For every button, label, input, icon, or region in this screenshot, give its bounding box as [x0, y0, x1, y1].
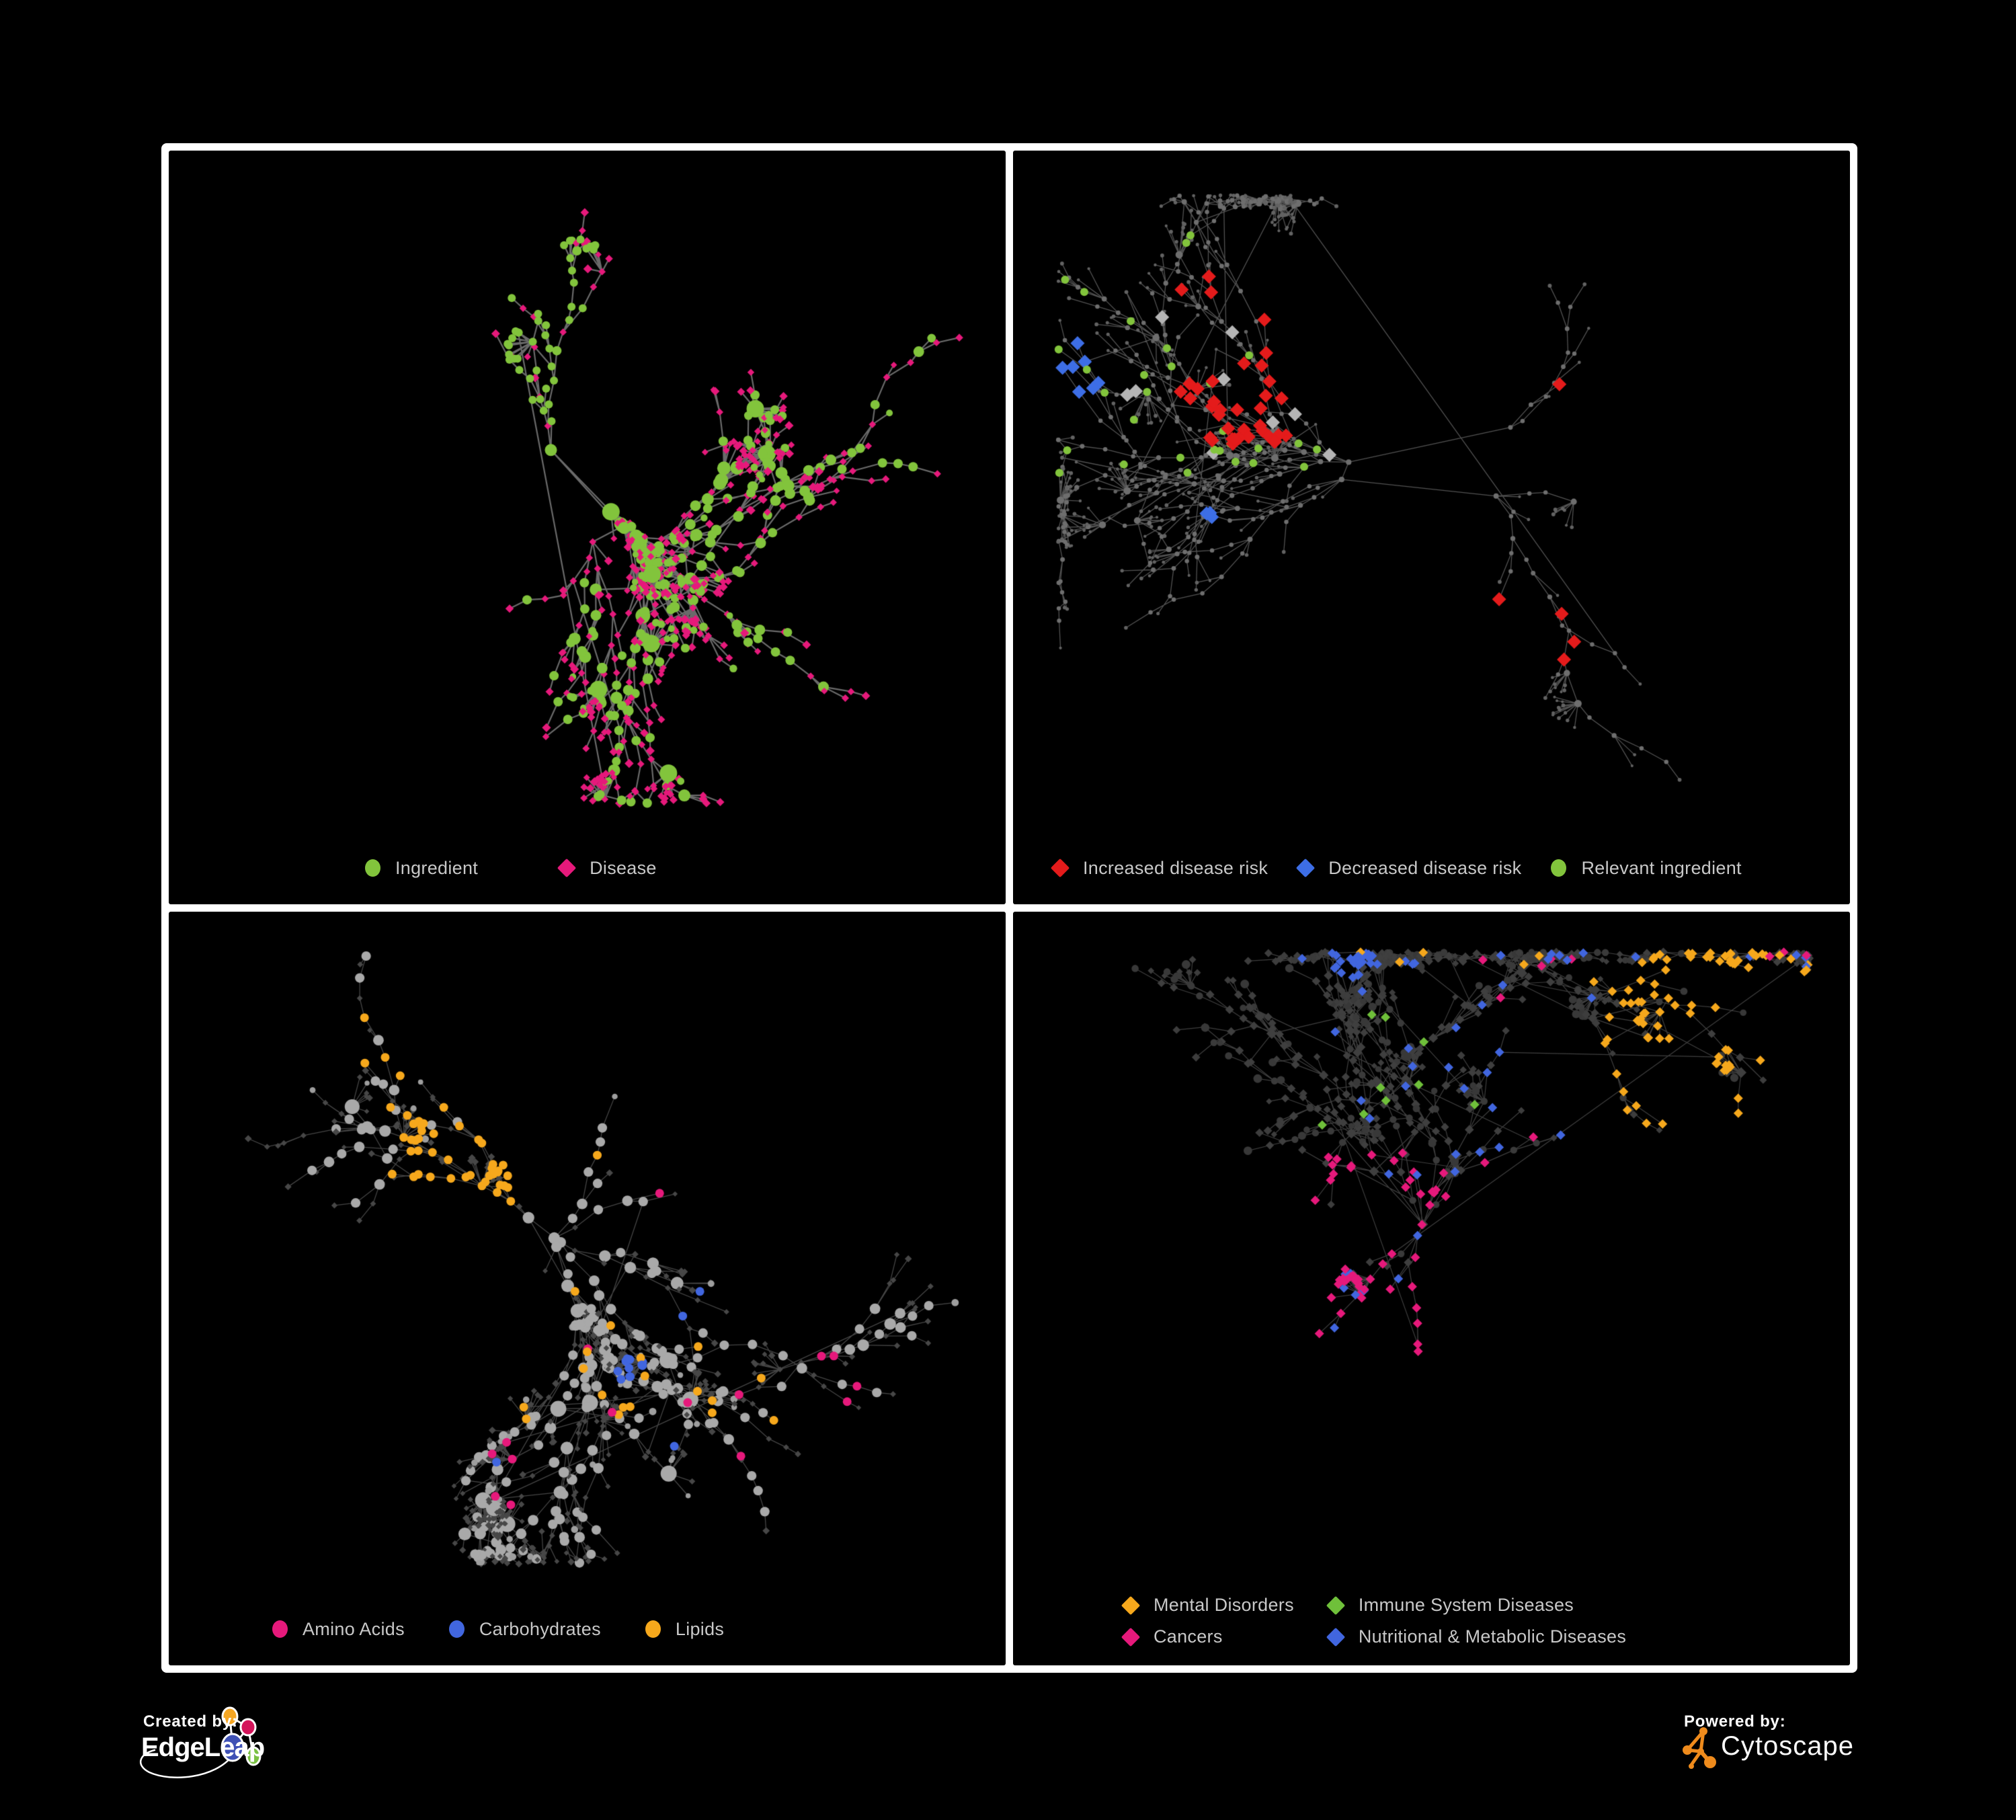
edgeleap-node-orange: [221, 1706, 239, 1727]
edgeleap-logo-icon: [139, 1706, 261, 1778]
legend-item-increased-risk: Increased disease risk: [1050, 857, 1268, 879]
cancers-diamond-glyph: [1121, 1627, 1141, 1647]
edgeleap-node-pink: [239, 1718, 257, 1737]
edgeleap-node-blue: [220, 1733, 245, 1762]
created-by-block: Created by: EdgeLeap: [134, 1703, 356, 1801]
legend-label: Ingredient: [395, 857, 479, 878]
legend-label: Increased disease risk: [1083, 857, 1268, 878]
edgeleap-node-green: [245, 1746, 261, 1766]
ingredient-disease-network-canvas: [169, 151, 1006, 904]
legend-item-nutritional-metabolic-diseases: Nutritional & Metabolic Diseases: [1326, 1626, 1627, 1647]
nutritional-metabolic-diseases-diamond-glyph: [1326, 1627, 1346, 1647]
nutrient-class-network-canvas: [169, 912, 1006, 1665]
powered-by-block: Powered by: Cytoscape: [1667, 1703, 1869, 1784]
legend-item-mental-disorders: Mental Disorders: [1121, 1595, 1294, 1616]
disease-risk-network-canvas: [1013, 151, 1850, 904]
carbohydrates-circle-glyph: [448, 1620, 465, 1638]
panel-ingredient-disease-network: Ingredient Disease: [169, 151, 1006, 904]
legend-item-amino-acids: Amino Acids: [272, 1619, 405, 1640]
disease-class-legend: Mental Disorders Immune System Diseases …: [1121, 1595, 1627, 1647]
edgeleap-wordmark: EdgeLeap: [141, 1733, 265, 1762]
created-by-label: Created by:: [143, 1712, 238, 1731]
legend-item-ingredient: Ingredient: [365, 858, 478, 879]
powered-by-label: Powered by:: [1684, 1712, 1786, 1731]
legend-label: Immune System Diseases: [1358, 1595, 1574, 1615]
legend-item-disease: Disease: [557, 857, 657, 879]
amino-acids-circle-glyph: [272, 1620, 288, 1638]
legend-label: Amino Acids: [303, 1618, 405, 1639]
ingredient-disease-legend: Ingredient Disease: [365, 857, 657, 879]
mental-disorders-diamond-glyph: [1121, 1595, 1141, 1615]
immune-system-diseases-diamond-glyph: [1326, 1595, 1346, 1615]
legend-label: Disease: [590, 857, 657, 878]
panel-disease-class-network: Mental Disorders Immune System Diseases …: [1013, 912, 1850, 1665]
network-panel-grid: Ingredient Disease Increased disease ris…: [161, 143, 1857, 1673]
cytoscape-wordmark: Cytoscape: [1721, 1731, 1854, 1761]
panel-disease-risk-network: Increased disease risk Decreased disease…: [1013, 151, 1850, 904]
legend-item-cancers: Cancers: [1121, 1626, 1294, 1647]
legend-label: Relevant ingredient: [1581, 857, 1742, 878]
legend-label: Decreased disease risk: [1328, 857, 1522, 878]
panel-nutrient-class-network: Amino Acids Carbohydrates Lipids: [169, 912, 1006, 1665]
legend-label: Lipids: [675, 1618, 725, 1639]
legend-item-decreased-risk: Decreased disease risk: [1296, 857, 1522, 879]
legend-item-relevant-ingredient: Relevant ingredient: [1551, 857, 1742, 879]
increased-risk-diamond-glyph: [1050, 858, 1070, 878]
legend-label: Cancers: [1154, 1626, 1223, 1647]
legend-label: Nutritional & Metabolic Diseases: [1358, 1626, 1627, 1647]
legend-item-lipids: Lipids: [645, 1619, 724, 1640]
decreased-risk-diamond-glyph: [1296, 858, 1316, 878]
disease-risk-legend: Increased disease risk Decreased disease…: [1050, 857, 1742, 879]
cytoscape-logo-icon: [1683, 1727, 1716, 1769]
legend-item-carbohydrates: Carbohydrates: [448, 1618, 601, 1640]
disease-class-network-canvas: [1013, 912, 1850, 1665]
disease-diamond-glyph: [557, 858, 577, 878]
nutrient-class-legend: Amino Acids Carbohydrates Lipids: [272, 1618, 724, 1640]
lipids-circle-glyph: [645, 1620, 661, 1638]
relevant-ingredient-circle-glyph: [1551, 859, 1567, 877]
ingredient-circle-glyph: [365, 859, 380, 877]
legend-label: Mental Disorders: [1154, 1595, 1294, 1615]
legend-label: Carbohydrates: [479, 1618, 601, 1639]
legend-item-immune-system-diseases: Immune System Diseases: [1326, 1595, 1626, 1616]
